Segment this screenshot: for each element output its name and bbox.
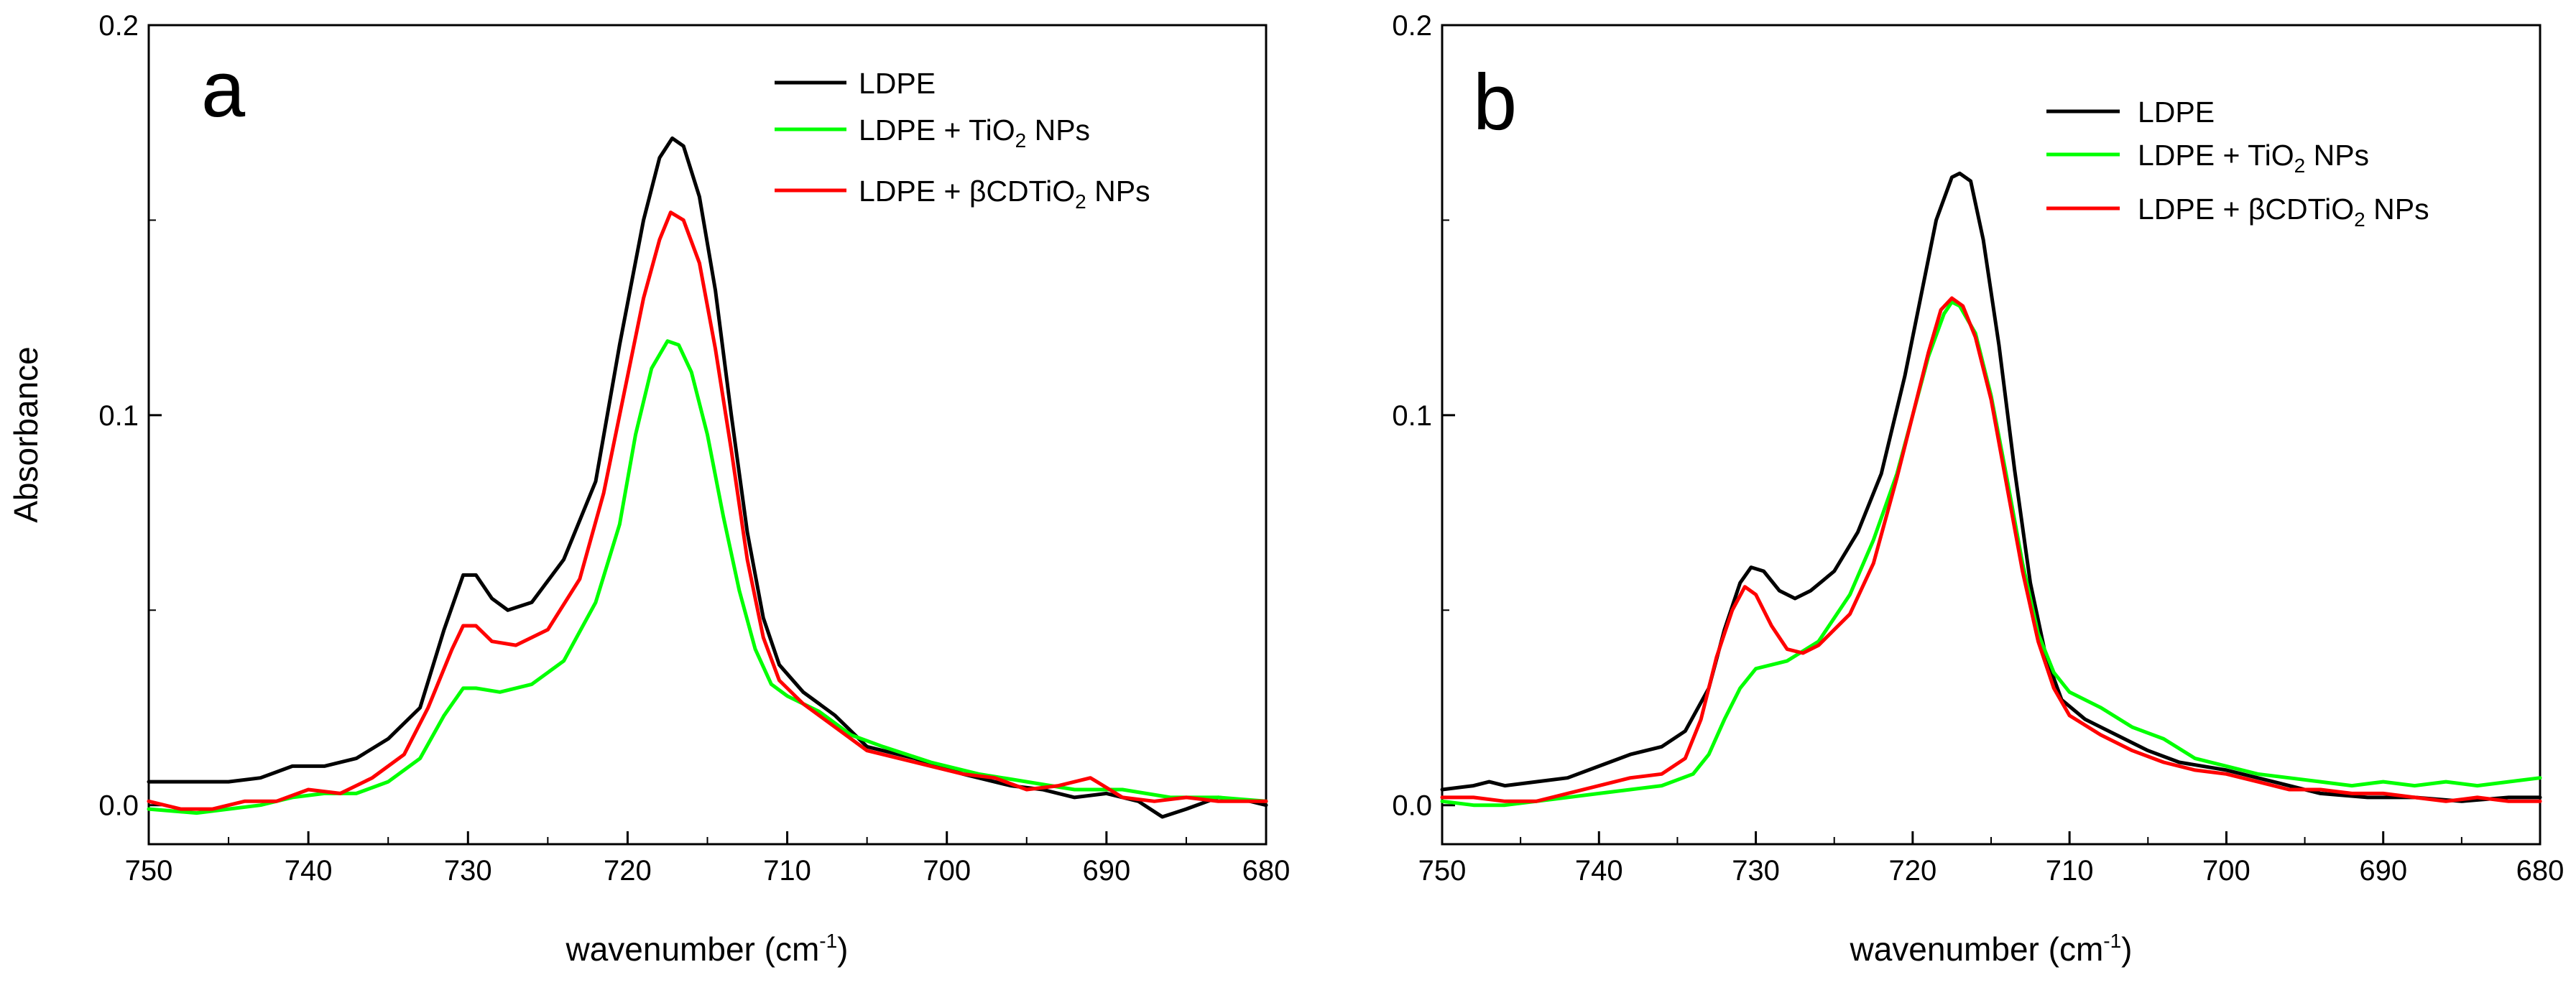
plot-frame [1441, 24, 2542, 846]
axis-ticks: 750 740 730 720 710 700 690 680 0.0 0.1 0.2 [98, 10, 1290, 887]
x-tick-label: 700 [2202, 855, 2250, 887]
legend-label-bcdtio2: LDPE + βCDTiO2 NPs [859, 175, 1150, 213]
panel-letter: a [201, 45, 246, 134]
legend-label-bcdtio2: LDPE + βCDTiO2 NPs [2138, 193, 2429, 231]
panel-letter: b [1473, 58, 1517, 147]
y-axis-title: Absorbance [7, 346, 45, 523]
x-tick-label: 720 [604, 855, 652, 887]
axis-ticks: 750 740 730 720 710 700 690 680 0.0 0.1 0.2 [1392, 10, 2564, 887]
curves [147, 136, 1268, 819]
panel-a: 750 740 730 720 710 700 690 680 0.0 0.1 0.2 a wave… [7, 10, 1290, 968]
series-line-ldpe [1440, 171, 2542, 803]
y-tick-label: 0.2 [98, 10, 139, 42]
legend: LDPE LDPE + TiO2 NPs LDPE + βCDTiO2 NPs [2046, 96, 2429, 231]
legend: LDPE LDPE + TiO2 NPs LDPE + βCDTiO2 NPs [775, 67, 1150, 213]
x-tick-label: 730 [444, 855, 492, 887]
legend-label-ldpe: LDPE [859, 67, 936, 100]
x-tick-label: 750 [125, 855, 173, 887]
x-tick-label: 710 [763, 855, 811, 887]
series-line-tio2 [147, 339, 1268, 815]
x-tick-label: 680 [2516, 855, 2565, 887]
x-tick-label: 710 [2046, 855, 2094, 887]
series-line-ldpe [147, 136, 1268, 819]
x-tick-label: 680 [1242, 855, 1291, 887]
x-tick-label: 720 [1888, 855, 1936, 887]
series-line-bcdtio2 [147, 211, 1268, 811]
legend-label-tio2: LDPE + TiO2 NPs [2138, 139, 2369, 177]
x-tick-label: 740 [285, 855, 333, 887]
x-axis-title: wavenumber (cm-1) [565, 930, 848, 968]
curves [1440, 171, 2542, 808]
y-tick-label: 0.1 [1392, 400, 1432, 432]
x-tick-label: 690 [1082, 855, 1130, 887]
x-tick-label: 730 [1732, 855, 1780, 887]
legend-label-tio2: LDPE + TiO2 NPs [859, 114, 1090, 152]
y-tick-label: 0.1 [98, 400, 139, 432]
x-tick-label: 700 [923, 855, 971, 887]
x-axis-title: wavenumber (cm-1) [1849, 930, 2132, 968]
x-tick-label: 750 [1418, 855, 1467, 887]
y-tick-label: 0.0 [98, 790, 139, 822]
panel-b: 750 740 730 720 710 700 690 680 0.0 0.1 0.2 b wave… [1392, 10, 2564, 968]
legend-label-ldpe: LDPE [2138, 96, 2215, 129]
x-tick-label: 740 [1575, 855, 1623, 887]
series-line-bcdtio2 [1440, 296, 2542, 803]
y-tick-label: 0.0 [1392, 790, 1432, 822]
x-tick-label: 690 [2359, 855, 2407, 887]
y-tick-label: 0.2 [1392, 10, 1432, 42]
series-line-tio2 [1440, 300, 2542, 808]
